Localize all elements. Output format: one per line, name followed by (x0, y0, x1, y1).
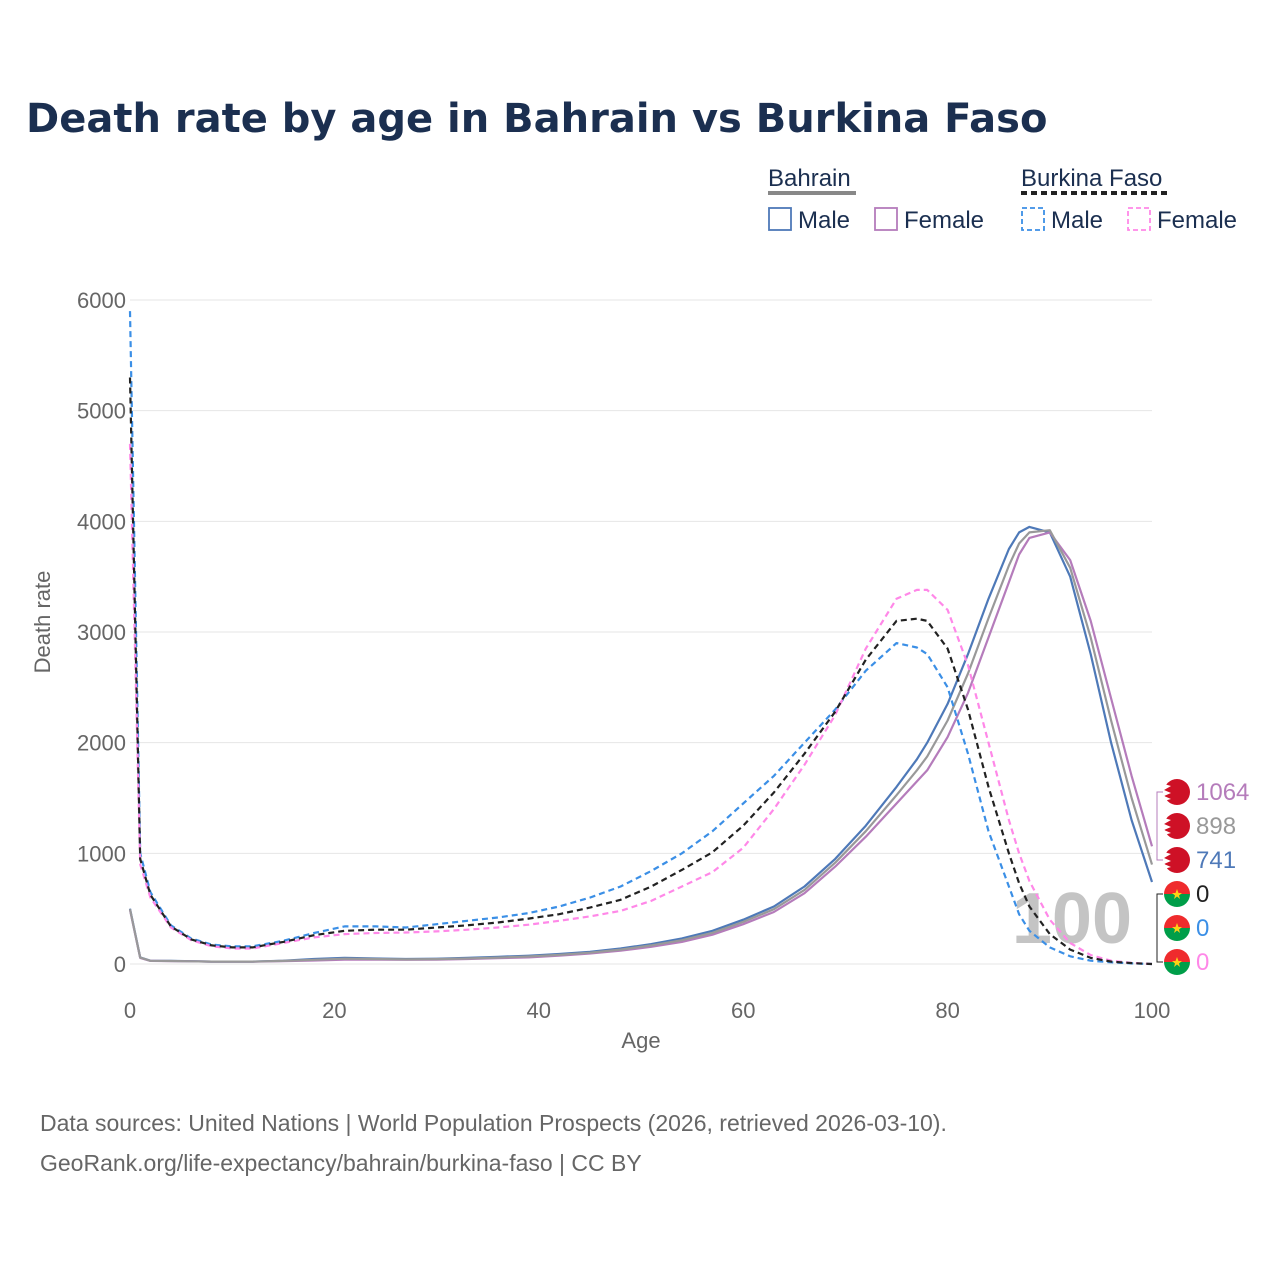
bahrain-flag-serration-icon (1164, 852, 1171, 869)
legend-label-male[interactable]: Male (1051, 207, 1103, 234)
burkina-flag-bottom-icon (1164, 962, 1190, 975)
end-value-label: 0 (1196, 881, 1209, 908)
burkina-flag-top-icon (1164, 915, 1190, 928)
series-line-bahrain-female (128, 531, 1154, 963)
burkina-flag-top-icon (1164, 881, 1190, 894)
bahrain-flag-icon (1164, 847, 1190, 873)
legend-swatch-female[interactable] (1127, 207, 1151, 231)
source-line-2[interactable]: GeoRank.org/life-expectancy/bahrain/burk… (40, 1150, 642, 1176)
legend-label-female[interactable]: Female (904, 207, 984, 234)
end-value-label: 741 (1196, 847, 1236, 874)
end-value-label: 0 (1196, 949, 1209, 976)
bahrain-flag-icon (1164, 779, 1190, 805)
y-axis-label: Death rate (30, 571, 55, 674)
burkina-flag-star-icon (1172, 923, 1182, 933)
legend-label-female[interactable]: Female (1157, 207, 1237, 234)
chart-title: Death rate by age in Bahrain vs Burkina … (26, 96, 1047, 142)
legend-swatch-male[interactable] (768, 207, 792, 231)
bahrain-bracket (1156, 791, 1163, 861)
end-value-label: 1064 (1196, 779, 1249, 806)
bahrain-flag-icon (1164, 813, 1190, 839)
y-tick-label: 4000 (77, 509, 126, 534)
x-tick-label: 40 (527, 998, 551, 1023)
y-tick-label: 3000 (77, 620, 126, 645)
end-value-label: 898 (1196, 813, 1236, 840)
y-tick-label: 2000 (77, 731, 126, 756)
series-line-burkina-faso-female (128, 443, 1153, 966)
legend-swatch-male[interactable] (1021, 207, 1045, 231)
burkina-bracket (1156, 893, 1163, 963)
bahrain-flag-serration-icon (1164, 784, 1171, 801)
x-tick-label: 0 (124, 998, 136, 1023)
series-lines (128, 311, 1154, 966)
legend-swatch-female[interactable] (874, 207, 898, 231)
legend: Bahrain Male Female Burkina Faso Male Female (768, 165, 1237, 234)
series-line-burkina-faso-male (128, 311, 1153, 966)
series-line-bahrain-total (128, 529, 1154, 963)
legend-label-male[interactable]: Male (798, 207, 850, 234)
x-tick-label: 100 (1134, 998, 1171, 1023)
legend-group-title: Burkina Faso (1021, 165, 1162, 192)
y-tick-label: 0 (114, 952, 126, 977)
x-axis-ticks: 0 20 40 60 80 100 (124, 998, 1170, 1023)
burkina-flag-star-icon (1172, 957, 1182, 967)
burkina-flag-top-icon (1164, 949, 1190, 962)
x-tick-label: 20 (322, 998, 346, 1023)
legend-group-title: Bahrain (768, 165, 851, 192)
burkina-flag-star-icon (1172, 889, 1182, 899)
grid (130, 299, 1152, 965)
x-tick-label: 60 (731, 998, 755, 1023)
burkina-flag-bottom-icon (1164, 894, 1190, 907)
y-tick-label: 6000 (77, 288, 126, 313)
source-line-1: Data sources: United Nations | World Pop… (40, 1110, 947, 1136)
series-line-burkina-faso-total (128, 377, 1153, 966)
x-tick-label: 80 (935, 998, 959, 1023)
end-labels: 1064 898 741 0 0 0 (1156, 779, 1249, 976)
burkina-flag-bottom-icon (1164, 928, 1190, 941)
y-tick-label: 5000 (77, 399, 126, 424)
end-value-label: 0 (1196, 915, 1209, 942)
bahrain-flag-serration-icon (1164, 818, 1171, 835)
y-tick-label: 1000 (77, 841, 126, 866)
age-watermark: 100 (1012, 879, 1132, 959)
y-axis-ticks: 0 1000 2000 3000 4000 5000 6000 (77, 288, 126, 977)
x-axis-label: Age (621, 1028, 660, 1053)
